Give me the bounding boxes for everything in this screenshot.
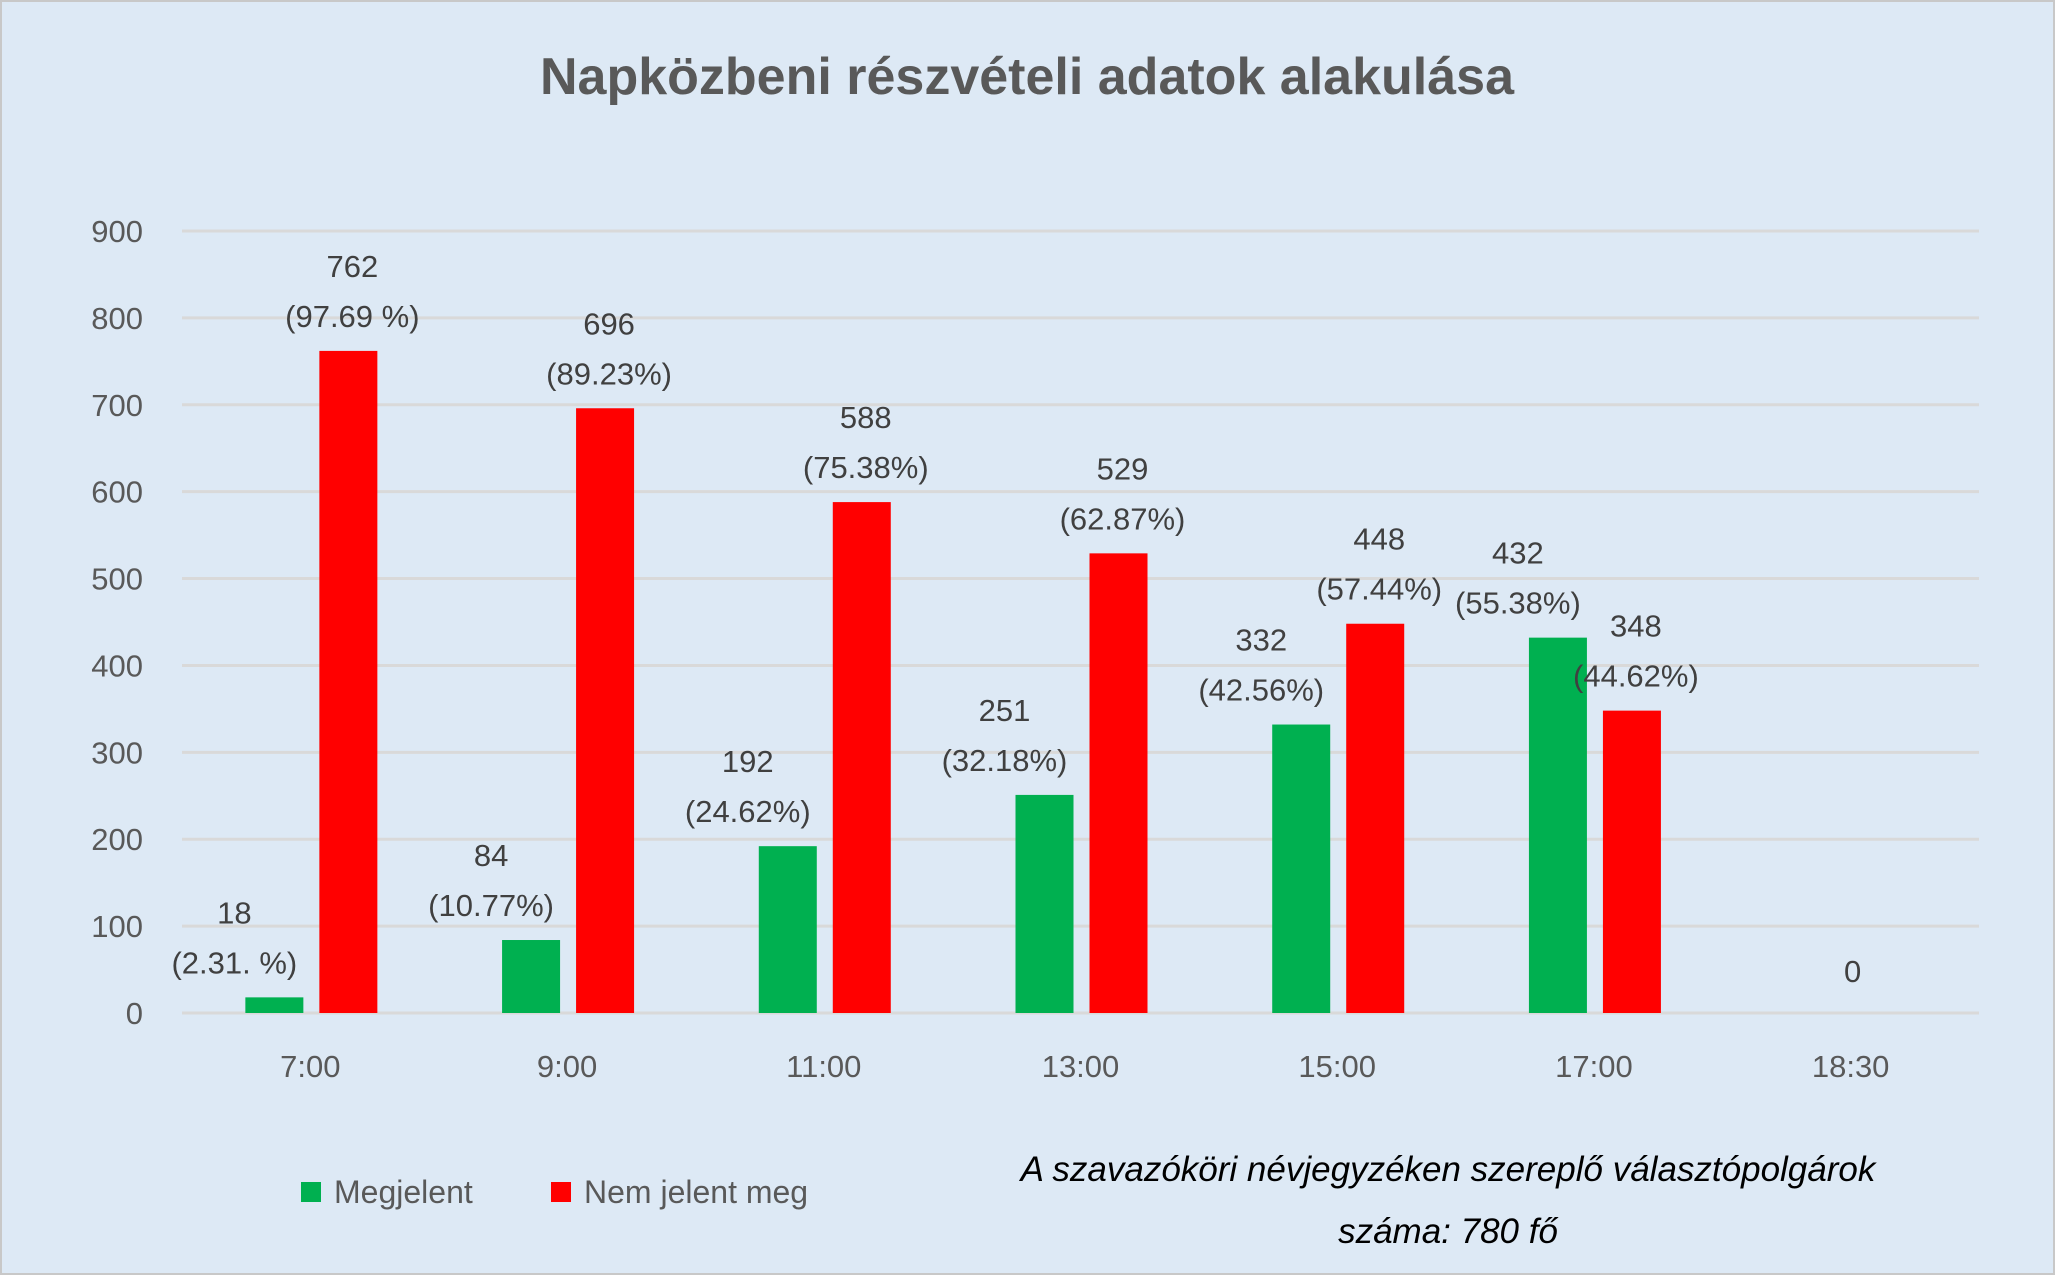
x-tick-label: 13:00 bbox=[1042, 1049, 1120, 1084]
gridlines bbox=[182, 229, 1979, 1015]
annotation-line-2: száma: 780 fő bbox=[1338, 1212, 1558, 1251]
y-tick-label: 400 bbox=[91, 648, 143, 683]
y-tick-label: 300 bbox=[91, 735, 143, 770]
x-tick-label: 15:00 bbox=[1298, 1049, 1376, 1084]
bar-megjelent bbox=[1272, 724, 1331, 1013]
y-tick-label: 500 bbox=[91, 562, 143, 597]
bar-megjelent bbox=[245, 997, 304, 1013]
x-axis-ticks: 7:00 9:00 11:00 13:00 15:00 17:00 18:30 bbox=[280, 1049, 1889, 1084]
data-label-percent: (62.87%) bbox=[1060, 501, 1186, 536]
bar-megjelent bbox=[1528, 637, 1587, 1013]
annotation-line-1: A szavazóköri névjegyzéken szereplő vála… bbox=[1019, 1150, 1877, 1189]
x-tick-label: 9:00 bbox=[537, 1049, 597, 1084]
legend-swatch-nem-jelent-meg bbox=[551, 1182, 571, 1202]
bar-megjelent bbox=[1015, 794, 1074, 1013]
x-tick-label: 18:30 bbox=[1812, 1049, 1890, 1084]
bar-nem-jelent-meg bbox=[832, 502, 891, 1013]
y-tick-label: 800 bbox=[91, 301, 143, 336]
x-tick-label: 17:00 bbox=[1555, 1049, 1633, 1084]
data-label-percent: (2.31. %) bbox=[171, 945, 297, 980]
data-label-value: 84 bbox=[474, 838, 508, 873]
data-label-percent: (55.38%) bbox=[1455, 586, 1581, 621]
data-label-percent: (42.56%) bbox=[1198, 673, 1324, 708]
y-tick-label: 700 bbox=[91, 388, 143, 423]
y-tick-label: 900 bbox=[91, 214, 143, 249]
data-label-value: 432 bbox=[1492, 536, 1544, 571]
bar-megjelent bbox=[502, 940, 561, 1013]
data-labels: 18 (2.31. %) 762 (97.69 %) 84 (10.77%) 696 (89.… bbox=[171, 249, 1861, 989]
data-label-value: 696 bbox=[583, 306, 635, 341]
data-label-percent: (44.62%) bbox=[1573, 659, 1699, 694]
y-tick-label: 100 bbox=[91, 909, 143, 944]
data-label-value: 529 bbox=[1097, 451, 1149, 486]
bar-nem-jelent-meg bbox=[1602, 710, 1661, 1013]
data-label-percent: (97.69 %) bbox=[285, 299, 419, 334]
legend: Megjelent Nem jelent meg bbox=[301, 1174, 808, 1210]
data-label-value: 192 bbox=[722, 744, 774, 779]
data-label-percent: (89.23%) bbox=[546, 356, 672, 391]
x-tick-label: 7:00 bbox=[280, 1049, 340, 1084]
data-label-value: 251 bbox=[979, 693, 1031, 728]
y-tick-label: 0 bbox=[126, 996, 143, 1031]
data-label-percent: (32.18%) bbox=[942, 743, 1068, 778]
legend-label-nem-jelent-meg: Nem jelent meg bbox=[584, 1174, 808, 1210]
bar-megjelent bbox=[758, 846, 817, 1013]
data-label-value: 332 bbox=[1235, 623, 1287, 658]
y-tick-label: 200 bbox=[91, 822, 143, 857]
bars bbox=[245, 350, 1661, 1014]
bar-nem-jelent-meg bbox=[1346, 623, 1405, 1013]
data-label-percent: (75.38%) bbox=[803, 450, 929, 485]
legend-label-megjelent: Megjelent bbox=[334, 1174, 473, 1210]
data-label-value: 448 bbox=[1353, 522, 1405, 557]
data-label-percent: (10.77%) bbox=[428, 888, 554, 923]
x-tick-label: 11:00 bbox=[786, 1049, 861, 1084]
bar-nem-jelent-meg bbox=[576, 408, 635, 1014]
bar-nem-jelent-meg bbox=[1089, 553, 1148, 1013]
data-label-value: 348 bbox=[1610, 609, 1662, 644]
data-label-percent: (57.44%) bbox=[1316, 572, 1442, 607]
y-axis-ticks: 0 100 200 300 400 500 600 700 800 900 bbox=[91, 214, 143, 1031]
data-label-zero: 0 bbox=[1844, 954, 1861, 989]
bar-nem-jelent-meg bbox=[319, 350, 378, 1013]
chart-title: Napközbeni részvételi adatok alakulása bbox=[540, 48, 1515, 106]
data-label-value: 588 bbox=[840, 400, 892, 435]
y-tick-label: 600 bbox=[91, 475, 143, 510]
data-label-percent: (24.62%) bbox=[685, 794, 811, 829]
legend-swatch-megjelent bbox=[301, 1182, 321, 1202]
data-label-value: 18 bbox=[217, 895, 251, 930]
data-label-value: 762 bbox=[326, 249, 378, 284]
